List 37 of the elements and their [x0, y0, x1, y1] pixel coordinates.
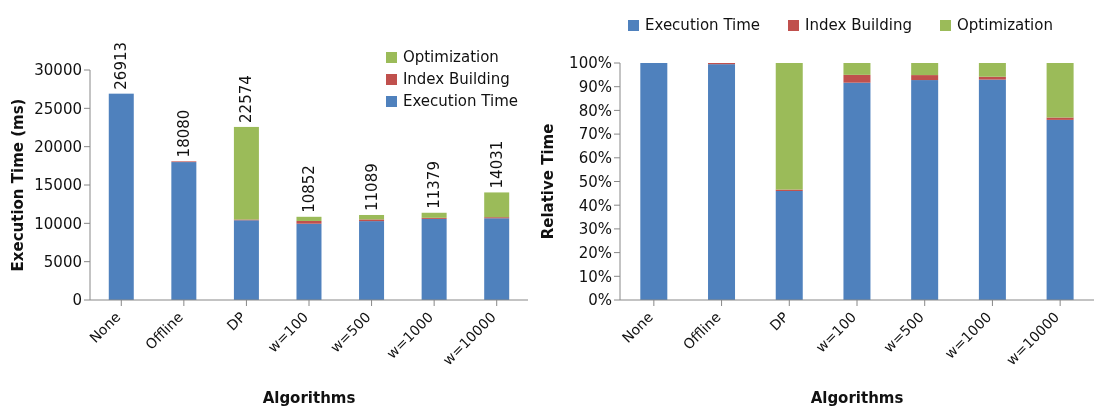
- y-tick-label: 50%: [578, 172, 612, 191]
- y-tick-label: 30000: [34, 61, 82, 80]
- y-tick-label: 10000: [34, 214, 82, 233]
- y-tick-label: 25000: [34, 99, 82, 118]
- y-tick-label: 10%: [578, 267, 612, 286]
- y-tick-label: 60%: [578, 149, 612, 168]
- x-axis-title: Algorithms: [262, 389, 356, 407]
- total-label: 14031: [487, 140, 506, 189]
- y-tick-label: 80%: [578, 101, 612, 120]
- y-tick-label: 20000: [34, 137, 82, 156]
- y-tick-label: 70%: [578, 125, 612, 144]
- y-axis-title: Relative Time: [539, 123, 558, 240]
- x-axis-title: Algorithms: [810, 389, 904, 407]
- y-tick-label: 40%: [578, 196, 612, 215]
- y-tick-label: 90%: [578, 78, 612, 97]
- total-label: 26913: [112, 41, 131, 90]
- total-label: 18080: [174, 109, 193, 158]
- y-tick-label: 30%: [578, 220, 612, 239]
- legend-label: Index Building: [402, 70, 510, 88]
- legend-label: Execution Time: [645, 16, 761, 34]
- x-tick-label: DP: [223, 308, 249, 334]
- legend-label: Execution Time: [402, 92, 518, 110]
- total-label: 11089: [362, 163, 381, 211]
- y-tick-label: 20%: [578, 243, 612, 262]
- y-tick-label: 0%: [588, 291, 612, 310]
- legend-label: Index Building: [805, 16, 913, 34]
- total-label: 11379: [425, 161, 444, 209]
- total-label: 22574: [237, 75, 256, 123]
- y-tick-label: 5000: [43, 252, 82, 271]
- total-label: 10852: [299, 165, 318, 213]
- x-tick-label: DP: [766, 308, 792, 334]
- y-tick-label: 100%: [569, 54, 612, 73]
- y-axis-title: Execution Time (ms): [9, 98, 28, 272]
- legend-label: Optimization: [957, 16, 1053, 34]
- y-tick-label: 0: [72, 291, 82, 310]
- legend-label: Optimization: [402, 48, 499, 66]
- y-tick-label: 15000: [34, 176, 82, 195]
